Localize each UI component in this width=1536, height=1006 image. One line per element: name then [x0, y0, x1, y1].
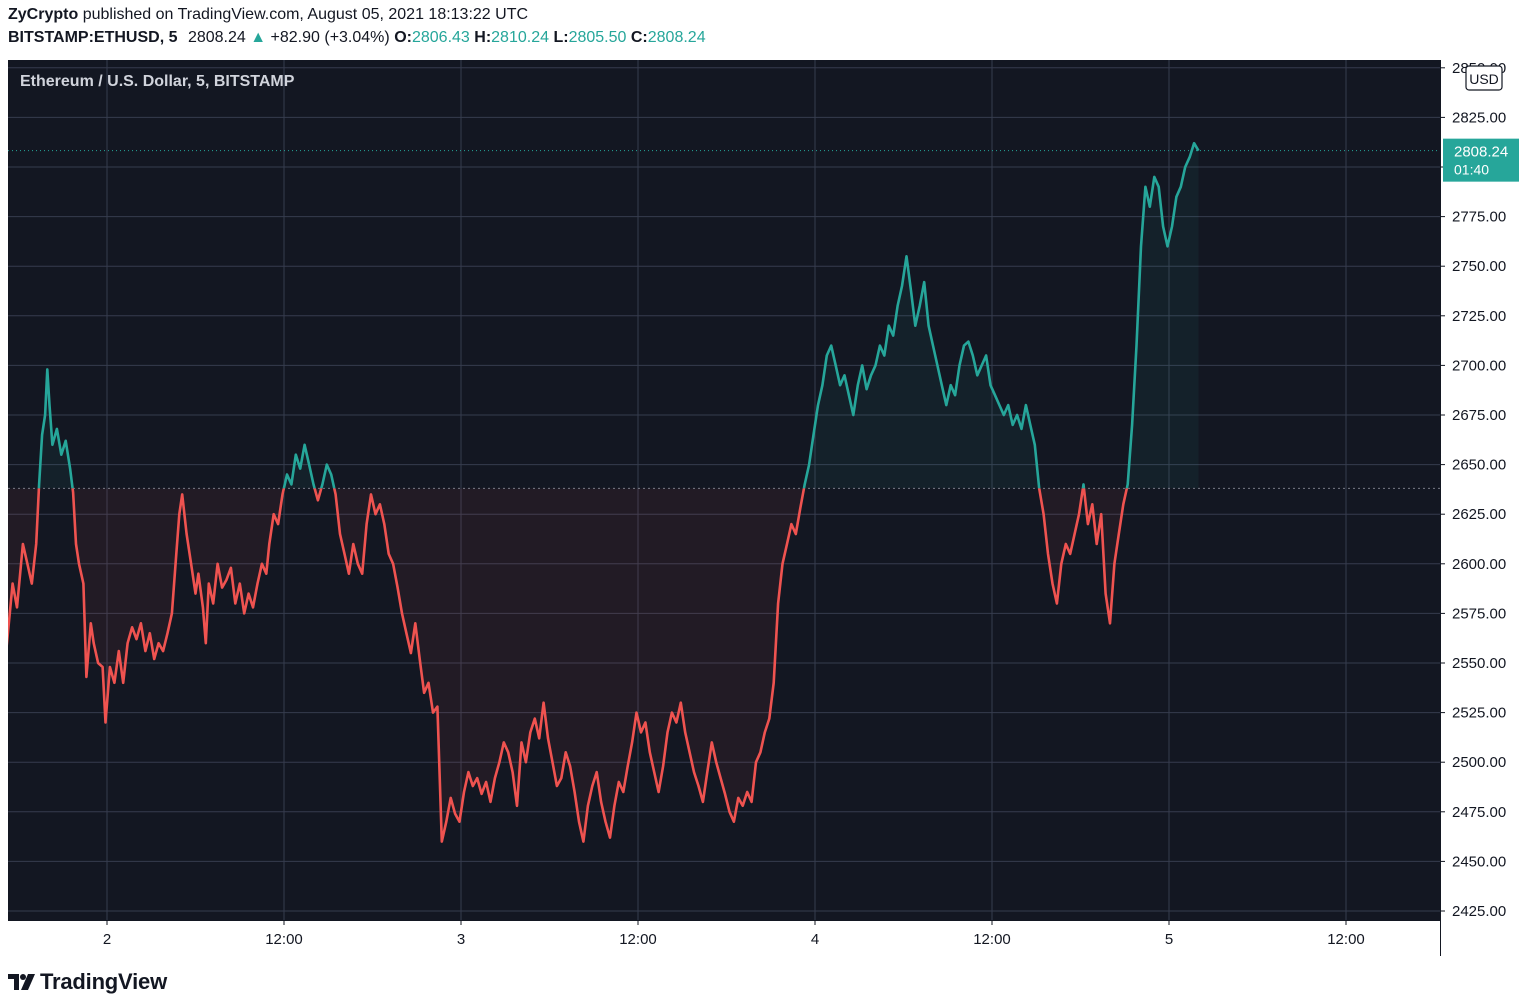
- y-tick-label: 2825.00: [1452, 109, 1506, 126]
- y-tick-label: 2600.00: [1452, 556, 1506, 573]
- high-label: H:: [474, 29, 492, 46]
- close-label: C:: [630, 29, 648, 46]
- currency-label: USD: [1469, 71, 1499, 87]
- y-tick-label: 2550.00: [1452, 655, 1506, 672]
- brand-name: TradingView: [40, 969, 167, 994]
- x-tick-label: 2: [103, 931, 111, 948]
- x-tick-label: 5: [1165, 931, 1173, 948]
- y-tick-label: 2450.00: [1452, 853, 1506, 870]
- price-series: [8, 141, 1200, 843]
- low-label: L:: [553, 29, 569, 46]
- x-tick-label: 12:00: [265, 931, 303, 948]
- x-tick-label: 4: [811, 931, 819, 948]
- tradingview-branding[interactable]: TradingView: [8, 969, 167, 995]
- currency-badge[interactable]: USD: [1465, 65, 1503, 91]
- last-price-badge: 2808.24 01:40: [1443, 138, 1519, 182]
- y-tick-label: 2500.00: [1452, 754, 1506, 771]
- tradingview-logo-icon: [8, 974, 35, 990]
- y-tick-label: 2525.00: [1452, 705, 1506, 722]
- ohlc-line: BITSTAMP:ETHUSD, 5 2808.24 ▲ +82.90 (+3.…: [8, 29, 706, 47]
- open-label: O:: [394, 29, 412, 46]
- bar-countdown: 01:40: [1454, 162, 1489, 178]
- time-axis[interactable]: 2 12:00 3 12:00 4 12:00 5 12:00: [103, 920, 1365, 948]
- y-tick-label: 2625.00: [1452, 506, 1506, 523]
- y-tick-label: 2750.00: [1452, 258, 1506, 275]
- chart-legend: Ethereum / U.S. Dollar, 5, BITSTAMP: [20, 73, 295, 90]
- price-axis[interactable]: 2425.00 2450.00 2475.00 2500.00 2525.00 2550.…: [1440, 60, 1506, 920]
- last-price-badge-value: 2808.24: [1454, 144, 1508, 161]
- x-tick-label: 3: [457, 931, 465, 948]
- grid-lines: [8, 60, 1440, 920]
- change-up-icon: ▲: [250, 29, 267, 46]
- publish-line: ZyCrypto published on TradingView.com, A…: [8, 6, 528, 24]
- area-below-baseline: [8, 488, 1127, 842]
- x-tick-label: 12:00: [973, 931, 1011, 948]
- y-tick-label: 2650.00: [1452, 457, 1506, 474]
- y-tick-label: 2775.00: [1452, 209, 1506, 226]
- high-value: 2810.24: [491, 29, 549, 46]
- area-above-baseline: [8, 143, 1199, 489]
- series-line-up: [37, 141, 1200, 489]
- series-line-down: [8, 488, 1129, 843]
- low-value: 2805.50: [568, 29, 627, 46]
- y-tick-label: 2475.00: [1452, 804, 1506, 821]
- symbol-interval: BITSTAMP:ETHUSD, 5: [8, 29, 178, 46]
- author-name[interactable]: ZyCrypto: [8, 6, 79, 23]
- y-tick-label: 2425.00: [1452, 903, 1506, 920]
- y-tick-label: 2725.00: [1452, 308, 1506, 325]
- price-axis-background: [1441, 60, 1536, 956]
- price-change: +82.90 (+3.04%): [270, 29, 390, 46]
- y-tick-label: 2700.00: [1452, 357, 1506, 374]
- price-chart[interactable]: Ethereum / U.S. Dollar, 5, BITSTAMP 2425…: [0, 0, 1536, 960]
- time-axis-background: [8, 921, 1440, 956]
- close-value: 2808.24: [647, 29, 706, 46]
- x-tick-label: 12:00: [1327, 931, 1365, 948]
- last-price: 2808.24: [187, 29, 246, 46]
- y-tick-label: 2575.00: [1452, 605, 1506, 622]
- x-tick-label: 12:00: [619, 931, 657, 948]
- open-value: 2806.43: [411, 29, 470, 46]
- y-tick-label: 2675.00: [1452, 407, 1506, 424]
- published-text: published on TradingView.com, August 05,…: [82, 6, 529, 23]
- chart-background: [8, 60, 1440, 956]
- area-fill: [8, 143, 1199, 842]
